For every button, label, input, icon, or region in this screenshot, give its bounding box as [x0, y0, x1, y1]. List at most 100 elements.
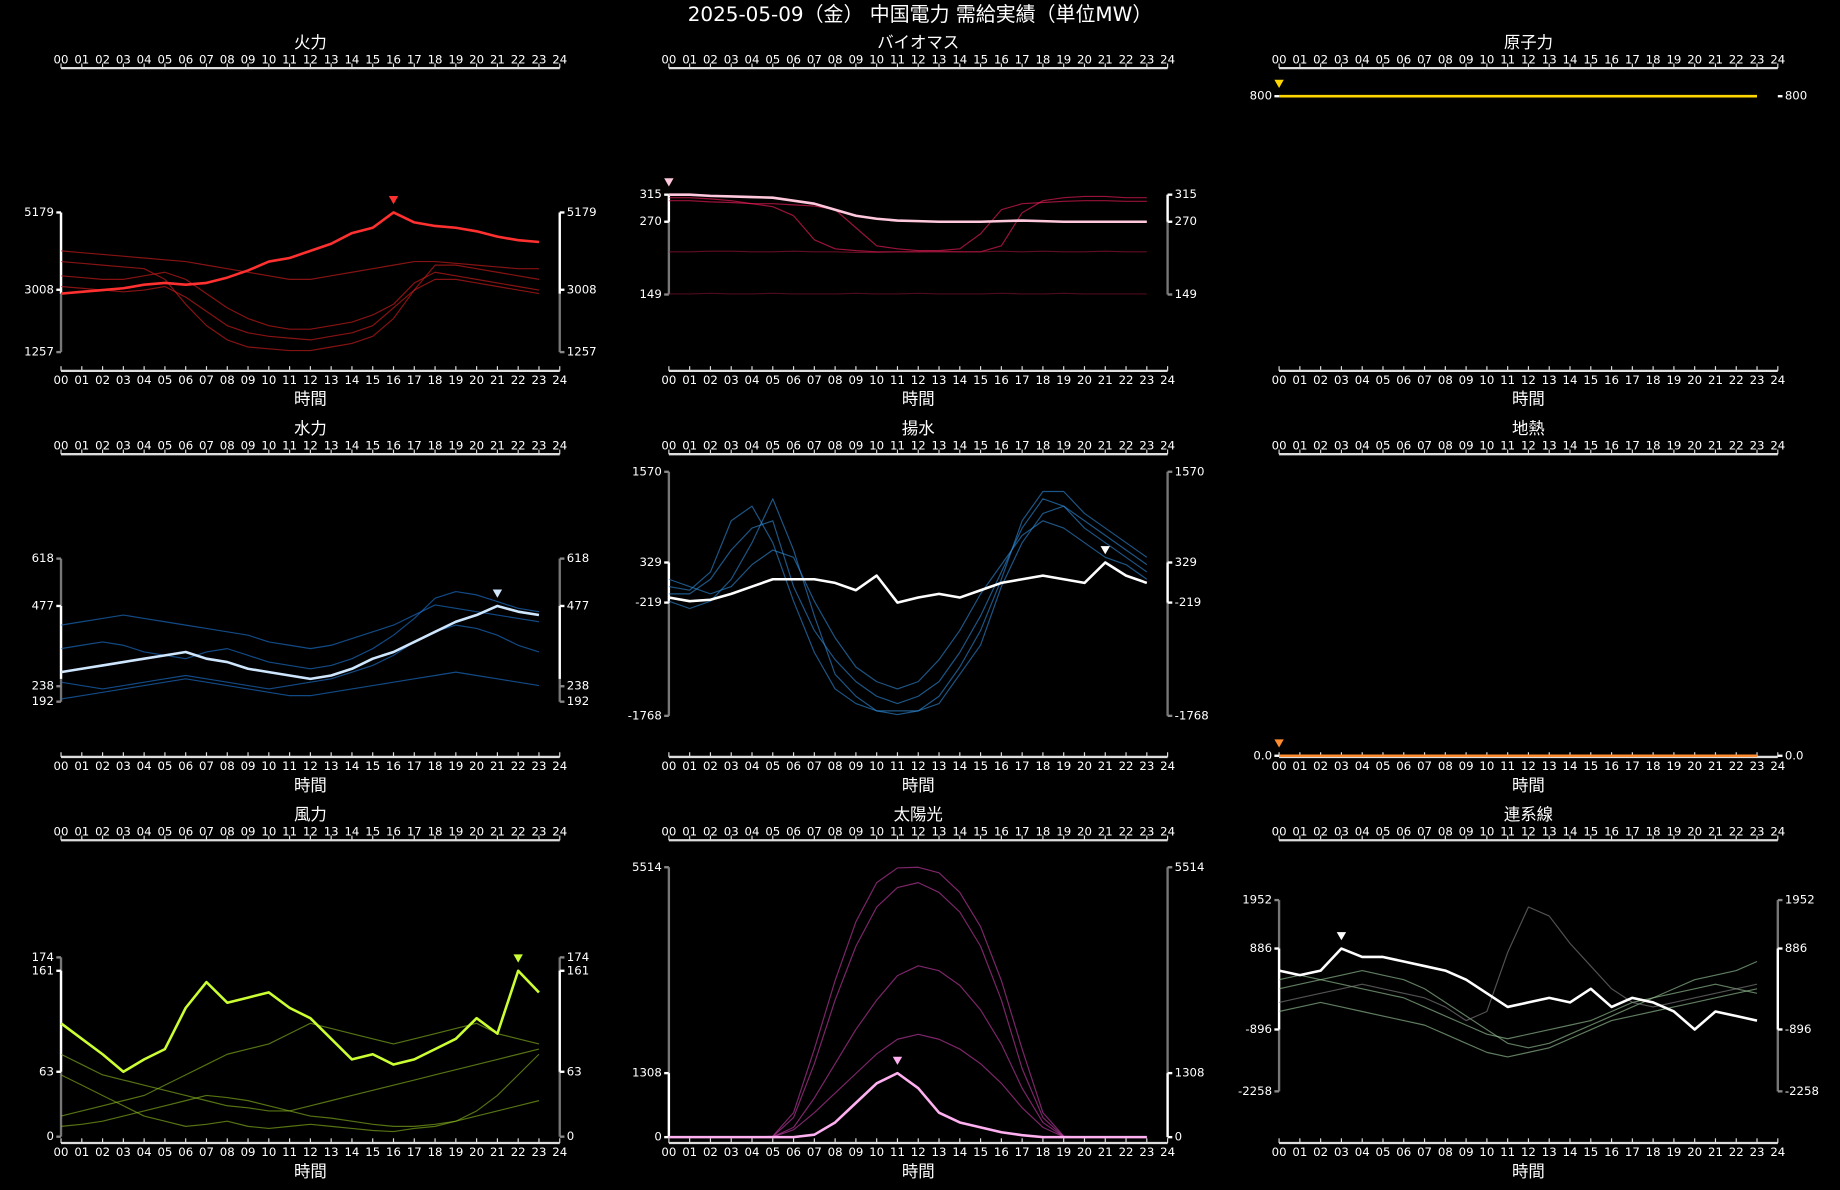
x-tick-label: 14: [344, 825, 359, 839]
x-tick-label: 24: [552, 759, 567, 773]
x-tick-label: 20: [1077, 438, 1092, 452]
x-tick-label: 01: [1292, 825, 1307, 839]
x-tick-label: 10: [869, 759, 884, 773]
x-tick-label: 00: [1272, 373, 1287, 387]
x-tick-label: 18: [428, 373, 443, 387]
history-line: [668, 505, 1148, 712]
x-tick-label: 18: [428, 438, 443, 452]
panel-title: 風力: [294, 805, 327, 824]
x-tick-label: 00: [54, 373, 69, 387]
x-tick-label: 03: [724, 1145, 739, 1159]
x-tick-label: 08: [1438, 438, 1453, 452]
x-tick-label: 15: [1583, 373, 1598, 387]
x-tick-label: 08: [828, 1145, 843, 1159]
x-tick-label: 14: [1563, 373, 1578, 387]
x-tick-label: 11: [1500, 438, 1515, 452]
x-tick-label: 10: [1479, 1145, 1494, 1159]
x-tick-label: 17: [407, 438, 422, 452]
x-tick-label: 22: [1729, 52, 1744, 66]
x-tick-label: 23: [532, 438, 547, 452]
y-tick-label: 1308: [632, 1066, 662, 1080]
y-tick-label: 5514: [1175, 860, 1205, 874]
x-tick-label: 20: [469, 825, 484, 839]
x-tick-label: 23: [1750, 373, 1765, 387]
x-tick-label: 15: [973, 759, 988, 773]
x-tick-label: 05: [765, 1145, 780, 1159]
x-tick-label: 08: [1438, 52, 1453, 66]
x-axis-title: 時間: [902, 776, 935, 795]
x-tick-label: 18: [1646, 438, 1661, 452]
x-tick-label: 23: [532, 1145, 547, 1159]
x-tick-label: 12: [911, 825, 926, 839]
x-tick-label: 18: [1035, 438, 1050, 452]
x-tick-label: 12: [303, 759, 318, 773]
x-tick-label: 13: [324, 373, 339, 387]
x-tick-label: 23: [532, 759, 547, 773]
x-tick-label: 12: [303, 438, 318, 452]
x-tick-label: 18: [1035, 825, 1050, 839]
x-tick-label: 17: [1625, 1145, 1640, 1159]
x-tick-label: 02: [95, 438, 110, 452]
x-tick-label: 24: [1160, 438, 1175, 452]
y-tick-label: -219: [635, 595, 662, 609]
x-tick-label: 02: [703, 373, 718, 387]
x-tick-label: 11: [282, 1145, 297, 1159]
x-tick-label: 18: [1035, 373, 1050, 387]
x-tick-label: 06: [178, 373, 193, 387]
y-tick-label: 315: [639, 187, 661, 201]
x-tick-label: 17: [1625, 825, 1640, 839]
x-tick-label: 02: [1313, 52, 1328, 66]
y-tick-label: 0.0: [1253, 748, 1272, 762]
x-tick-label: 01: [74, 373, 89, 387]
x-tick-label: 04: [1355, 438, 1370, 452]
x-tick-label: 03: [116, 52, 131, 66]
x-tick-label: 09: [1459, 52, 1474, 66]
x-tick-label: 05: [1376, 759, 1391, 773]
x-tick-label: 11: [890, 759, 905, 773]
x-tick-label: 05: [157, 438, 172, 452]
x-tick-label: 22: [511, 759, 526, 773]
x-tick-label: 19: [448, 1145, 463, 1159]
x-tick-label: 22: [511, 825, 526, 839]
highlight-line: [668, 561, 1148, 604]
x-tick-label: 10: [261, 759, 276, 773]
x-tick-label: 06: [786, 825, 801, 839]
x-tick-label: 01: [74, 52, 89, 66]
x-tick-label: 11: [282, 373, 297, 387]
x-tick-label: 16: [994, 1145, 1009, 1159]
x-tick-label: 14: [952, 759, 967, 773]
x-tick-label: 10: [261, 438, 276, 452]
x-tick-label: 23: [1139, 1145, 1154, 1159]
x-tick-label: 00: [1272, 759, 1287, 773]
x-tick-label: 24: [1770, 759, 1785, 773]
highlight-line: [1278, 947, 1758, 1031]
x-tick-label: 01: [682, 825, 697, 839]
x-tick-label: 21: [1098, 438, 1113, 452]
x-tick-label: 13: [324, 438, 339, 452]
x-axis-title: 時間: [294, 1162, 327, 1181]
x-tick-label: 13: [1542, 438, 1557, 452]
x-tick-label: 24: [1160, 759, 1175, 773]
x-tick-label: 18: [1646, 759, 1661, 773]
x-tick-label: 08: [220, 52, 235, 66]
y-tick-label: 1570: [1175, 464, 1205, 478]
max-marker: [1274, 739, 1284, 748]
x-tick-label: 10: [1479, 52, 1494, 66]
history-line: [60, 1053, 540, 1133]
x-tick-label: 15: [1583, 825, 1598, 839]
x-axis-title: 時間: [294, 776, 327, 795]
x-tick-label: 13: [932, 52, 947, 66]
x-tick-label: 04: [1355, 373, 1370, 387]
x-tick-label: 16: [386, 373, 401, 387]
x-tick-label: 24: [552, 825, 567, 839]
x-tick-label: 12: [911, 373, 926, 387]
y-tick-label: 1952: [1785, 893, 1815, 907]
x-tick-label: 06: [786, 438, 801, 452]
x-tick-label: 23: [1750, 825, 1765, 839]
x-tick-label: 04: [745, 373, 760, 387]
x-tick-label: 09: [1459, 373, 1474, 387]
x-tick-label: 24: [1160, 1145, 1175, 1159]
x-tick-label: 06: [178, 52, 193, 66]
x-tick-label: 01: [74, 1145, 89, 1159]
x-tick-label: 02: [703, 1145, 718, 1159]
